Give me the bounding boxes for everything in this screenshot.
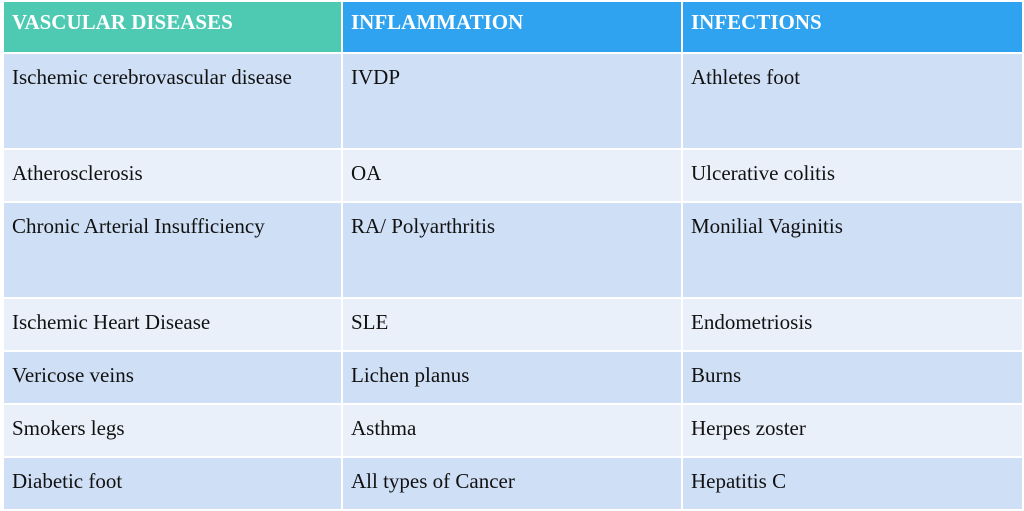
header-infections: INFECTIONS bbox=[681, 0, 1024, 54]
table-cell: RA/ Polyarthritis bbox=[341, 201, 683, 299]
table-cell: IVDP bbox=[341, 52, 683, 150]
table-cell: Atherosclerosis bbox=[2, 148, 343, 203]
table-cell: Smokers legs bbox=[2, 403, 343, 458]
table-row: Chronic Arterial Insufficiency RA/ Polya… bbox=[2, 201, 1024, 299]
table-cell: Lichen planus bbox=[341, 350, 683, 405]
table-cell: Athletes foot bbox=[681, 52, 1024, 150]
header-inflammation: INFLAMMATION bbox=[341, 0, 683, 54]
table-row: Atherosclerosis OA Ulcerative colitis bbox=[2, 148, 1024, 203]
table-cell: SLE bbox=[341, 297, 683, 352]
table-cell: Herpes zoster bbox=[681, 403, 1024, 458]
table-cell: Endometriosis bbox=[681, 297, 1024, 352]
table-cell: Hepatitis C bbox=[681, 456, 1024, 511]
table-cell: Ischemic cerebrovascular disease bbox=[2, 52, 343, 150]
table-cell: All types of Cancer bbox=[341, 456, 683, 511]
table-cell: OA bbox=[341, 148, 683, 203]
table-cell: Ischemic Heart Disease bbox=[2, 297, 343, 352]
table-row: Diabetic foot All types of Cancer Hepati… bbox=[2, 456, 1024, 511]
table-row: Smokers legs Asthma Herpes zoster bbox=[2, 403, 1024, 458]
table-row: Vericose veins Lichen planus Burns bbox=[2, 350, 1024, 405]
header-vascular-diseases: VASCULAR DISEASES bbox=[2, 0, 343, 54]
table-cell: Ulcerative colitis bbox=[681, 148, 1024, 203]
table-row: Ischemic Heart Disease SLE Endometriosis bbox=[2, 297, 1024, 352]
table-cell: Asthma bbox=[341, 403, 683, 458]
table-cell: Diabetic foot bbox=[2, 456, 343, 511]
table-row: Ischemic cerebrovascular disease IVDP At… bbox=[2, 52, 1024, 150]
table-cell: Monilial Vaginitis bbox=[681, 201, 1024, 299]
header-row: VASCULAR DISEASES INFLAMMATION INFECTION… bbox=[2, 0, 1024, 54]
table-cell: Chronic Arterial Insufficiency bbox=[2, 201, 343, 299]
table-cell: Burns bbox=[681, 350, 1024, 405]
table-cell: Vericose veins bbox=[2, 350, 343, 405]
